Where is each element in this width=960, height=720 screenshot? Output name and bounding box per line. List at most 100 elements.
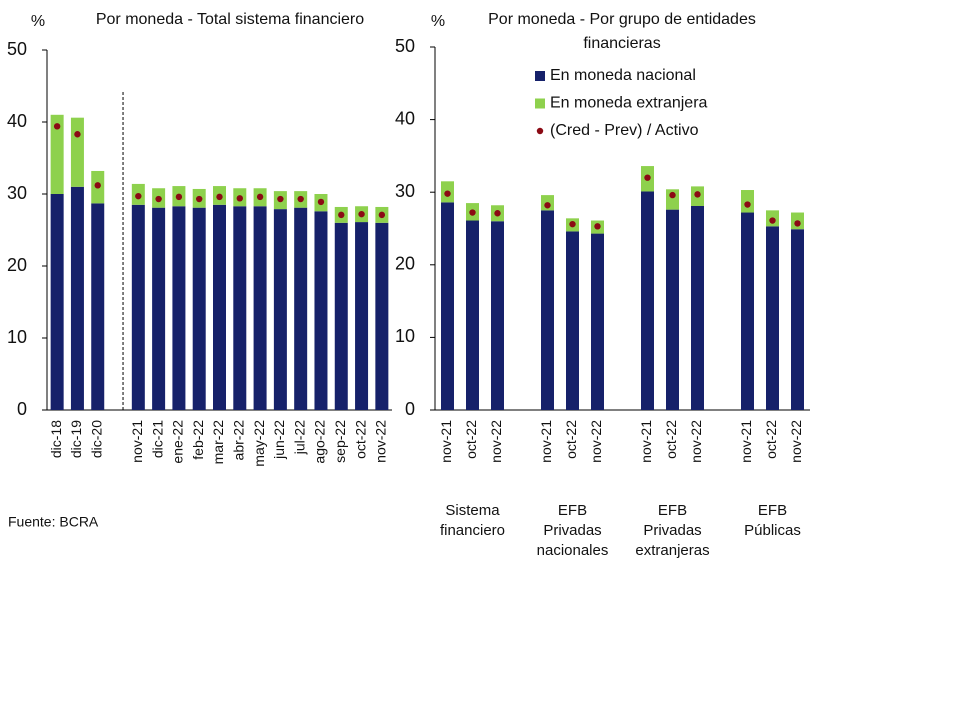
bar-segment xyxy=(70,186,84,410)
bar-segment xyxy=(355,222,369,410)
x-tick-label: sep-22 xyxy=(332,420,348,463)
bar-segment xyxy=(791,229,804,410)
dot-marker xyxy=(155,195,162,203)
x-tick-label: jun-22 xyxy=(271,420,287,460)
legend-marker xyxy=(536,127,544,135)
group-label: EFB xyxy=(558,502,587,519)
x-tick-label: ene-22 xyxy=(170,420,186,464)
bar-segment xyxy=(314,211,328,410)
bar-segment xyxy=(766,226,779,410)
x-tick-label: dic-20 xyxy=(88,420,104,458)
x-tick-label: abr-22 xyxy=(230,420,246,461)
dot-marker xyxy=(644,174,651,181)
dot-marker xyxy=(669,191,676,199)
bar-segment xyxy=(172,206,186,410)
dot-marker xyxy=(494,210,501,217)
dot-marker xyxy=(794,220,801,227)
x-tick-label: oct-22 xyxy=(763,420,779,459)
group-label: financiero xyxy=(440,522,505,539)
bar-segment xyxy=(691,205,704,410)
x-tick-label: dic-19 xyxy=(68,420,84,458)
legend-label: En moneda extranjera xyxy=(550,95,708,112)
x-tick-label: dic-18 xyxy=(48,420,64,458)
x-tick-label: ago-22 xyxy=(312,420,328,464)
bar-segment xyxy=(70,117,84,187)
dot-marker xyxy=(175,193,183,201)
bar-segment xyxy=(741,190,754,213)
bar-segment xyxy=(591,233,604,410)
dot-marker xyxy=(256,193,264,201)
dot-marker xyxy=(74,131,81,138)
dot-marker xyxy=(236,195,243,202)
bar-segment xyxy=(466,220,479,410)
y-tick-label: 40 xyxy=(7,111,27,131)
x-tick-label: nov-22 xyxy=(488,420,504,463)
dot-marker xyxy=(338,211,345,219)
x-tick-label: oct-22 xyxy=(352,420,368,459)
y-axis-label: % xyxy=(31,13,45,30)
y-tick-label: 30 xyxy=(7,183,27,203)
bar-segment xyxy=(213,204,226,410)
bar-segment xyxy=(541,210,554,410)
group-label: extranjeras xyxy=(635,542,709,559)
y-tick-label: 20 xyxy=(395,254,415,274)
bar-segment xyxy=(131,204,145,410)
legend-marker xyxy=(535,98,545,109)
dot-marker xyxy=(544,202,551,209)
bar-segment xyxy=(233,206,247,410)
y-tick-label: 50 xyxy=(395,36,415,56)
x-tick-label: nov-21 xyxy=(129,420,145,463)
group-label: Privadas xyxy=(643,522,701,539)
bar-segment xyxy=(666,189,679,210)
bar-segment xyxy=(152,207,166,410)
dot-marker xyxy=(277,195,284,203)
legend-marker xyxy=(535,71,545,81)
legend-label: (Cred - Prev) / Activo xyxy=(550,122,699,139)
bar-segment xyxy=(666,209,679,410)
group-label: EFB xyxy=(658,502,687,519)
y-tick-label: 0 xyxy=(405,399,415,419)
bar-segment xyxy=(375,222,389,410)
dot-marker xyxy=(569,220,576,228)
dot-marker xyxy=(135,192,142,200)
y-tick-label: 50 xyxy=(7,39,27,59)
bar-segment xyxy=(273,209,287,410)
group-label: EFB xyxy=(758,502,787,519)
dot-marker xyxy=(297,195,304,203)
x-tick-label: nov-22 xyxy=(788,420,804,463)
x-tick-label: oct-22 xyxy=(563,420,579,459)
dot-marker xyxy=(469,209,476,216)
x-tick-label: dic-21 xyxy=(149,420,165,458)
bar-segment xyxy=(50,194,64,410)
dot-marker xyxy=(53,123,61,130)
x-tick-label: nov-22 xyxy=(688,420,704,463)
x-tick-label: oct-22 xyxy=(463,420,479,459)
dot-marker xyxy=(769,217,776,224)
x-tick-label: may-22 xyxy=(251,420,267,467)
y-tick-label: 30 xyxy=(395,181,415,201)
y-tick-label: 40 xyxy=(395,108,415,128)
bar-segment xyxy=(253,206,267,410)
y-axis-label: % xyxy=(431,13,445,30)
dot-marker xyxy=(317,198,325,206)
x-tick-label: nov-21 xyxy=(538,420,554,463)
group-label: Sistema xyxy=(445,502,500,519)
bar-segment xyxy=(192,207,206,410)
bar-segment xyxy=(441,202,454,410)
x-tick-label: oct-22 xyxy=(663,420,679,459)
group-label: Públicas xyxy=(744,522,801,539)
dot-marker xyxy=(594,223,601,230)
bar-segment xyxy=(641,191,654,410)
x-tick-label: nov-21 xyxy=(438,420,454,463)
dot-marker xyxy=(378,211,386,219)
y-tick-label: 10 xyxy=(7,327,27,347)
x-tick-label: nov-22 xyxy=(588,420,604,463)
chart-title: Por moneda - Por grupo de entidades xyxy=(488,11,756,28)
x-tick-label: feb-22 xyxy=(190,420,206,460)
x-tick-label: nov-22 xyxy=(373,420,389,463)
legend-label: En moneda nacional xyxy=(550,67,696,84)
y-tick-label: 0 xyxy=(17,399,27,419)
bar-segment xyxy=(294,207,308,410)
dot-marker xyxy=(744,201,751,208)
